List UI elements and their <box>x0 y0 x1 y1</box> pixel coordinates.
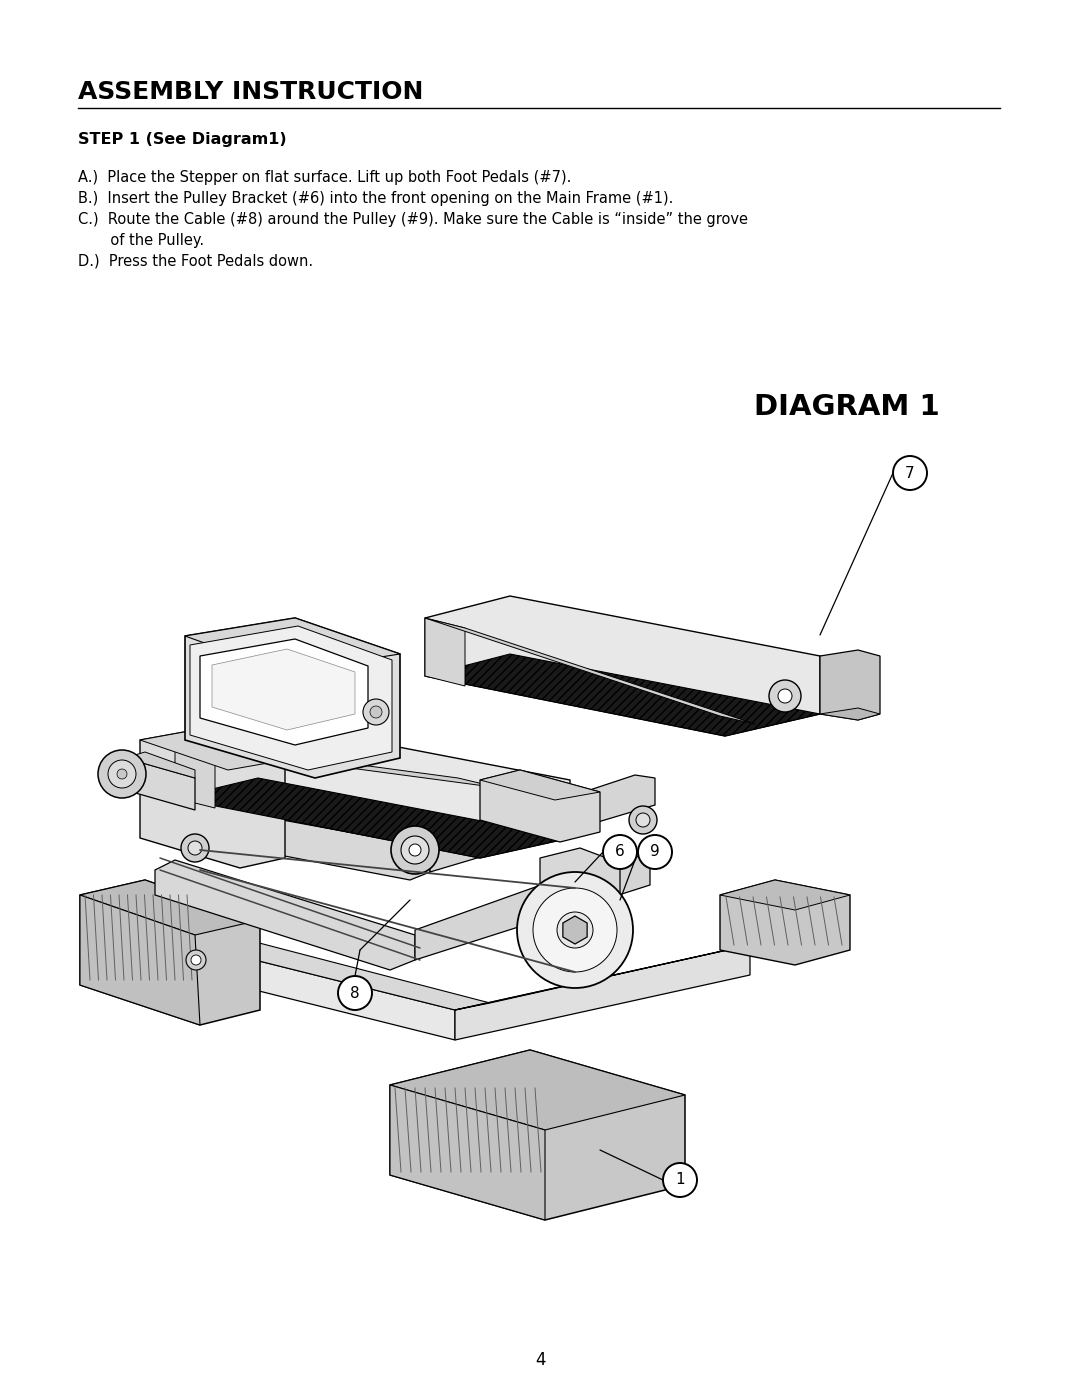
Circle shape <box>181 834 210 862</box>
Polygon shape <box>175 719 570 858</box>
Circle shape <box>391 826 438 875</box>
Polygon shape <box>200 638 368 745</box>
Circle shape <box>778 689 792 703</box>
Polygon shape <box>820 708 880 719</box>
Circle shape <box>370 705 382 718</box>
Text: 9: 9 <box>650 845 660 859</box>
Circle shape <box>338 977 372 1010</box>
Polygon shape <box>390 1085 545 1220</box>
Text: STEP 1 (See Diagram1): STEP 1 (See Diagram1) <box>78 131 286 147</box>
Polygon shape <box>426 597 820 736</box>
Text: 7: 7 <box>905 465 915 481</box>
Polygon shape <box>455 937 780 1010</box>
Polygon shape <box>185 617 400 778</box>
Polygon shape <box>430 775 654 872</box>
Polygon shape <box>80 880 260 935</box>
Polygon shape <box>426 654 820 736</box>
Text: D.)  Press the Foot Pedals down.: D.) Press the Foot Pedals down. <box>78 254 313 270</box>
Polygon shape <box>195 937 490 1010</box>
Circle shape <box>117 768 127 780</box>
Text: DIAGRAM 1: DIAGRAM 1 <box>754 393 940 420</box>
Polygon shape <box>720 880 850 909</box>
Polygon shape <box>426 617 465 686</box>
Polygon shape <box>185 617 400 672</box>
Polygon shape <box>390 1051 685 1130</box>
Polygon shape <box>195 944 455 1039</box>
Polygon shape <box>390 1051 685 1220</box>
Polygon shape <box>80 880 260 1025</box>
Polygon shape <box>156 861 415 970</box>
Circle shape <box>363 698 389 725</box>
Polygon shape <box>563 916 588 944</box>
Text: 4: 4 <box>535 1351 545 1369</box>
Polygon shape <box>426 617 755 724</box>
Polygon shape <box>175 778 570 858</box>
Circle shape <box>769 680 801 712</box>
Polygon shape <box>480 770 600 842</box>
Circle shape <box>557 912 593 949</box>
Polygon shape <box>190 626 392 770</box>
Circle shape <box>638 835 672 869</box>
Polygon shape <box>455 944 750 1039</box>
Polygon shape <box>540 848 620 915</box>
Text: B.)  Insert the Pulley Bracket (#6) into the front opening on the Main Frame (#1: B.) Insert the Pulley Bracket (#6) into … <box>78 191 673 205</box>
Circle shape <box>191 956 201 965</box>
Polygon shape <box>480 770 600 800</box>
Text: A.)  Place the Stepper on flat surface. Lift up both Foot Pedals (#7).: A.) Place the Stepper on flat surface. L… <box>78 170 571 184</box>
Text: 6: 6 <box>616 845 625 859</box>
Circle shape <box>534 888 617 972</box>
Circle shape <box>603 835 637 869</box>
Circle shape <box>188 841 202 855</box>
Polygon shape <box>140 731 285 770</box>
Circle shape <box>517 872 633 988</box>
Circle shape <box>98 750 146 798</box>
Circle shape <box>186 950 206 970</box>
Circle shape <box>629 806 657 834</box>
Polygon shape <box>415 855 650 960</box>
Text: C.)  Route the Cable (#8) around the Pulley (#9). Make sure the Cable is “inside: C.) Route the Cable (#8) around the Pull… <box>78 212 748 226</box>
Text: of the Pulley.: of the Pulley. <box>78 233 204 249</box>
Text: 1: 1 <box>675 1172 685 1187</box>
Circle shape <box>636 813 650 827</box>
Polygon shape <box>80 895 200 1025</box>
Polygon shape <box>175 740 215 807</box>
Polygon shape <box>720 880 850 965</box>
Circle shape <box>108 760 136 788</box>
Circle shape <box>663 1162 697 1197</box>
Text: 8: 8 <box>350 985 360 1000</box>
Polygon shape <box>175 740 500 788</box>
Polygon shape <box>125 752 195 778</box>
Polygon shape <box>820 650 880 719</box>
Circle shape <box>893 455 927 490</box>
Circle shape <box>401 835 429 863</box>
Text: ASSEMBLY INSTRUCTION: ASSEMBLY INSTRUCTION <box>78 80 423 103</box>
Polygon shape <box>125 759 195 810</box>
Circle shape <box>409 844 421 856</box>
Polygon shape <box>212 650 355 731</box>
Polygon shape <box>180 805 430 880</box>
Polygon shape <box>140 731 285 868</box>
